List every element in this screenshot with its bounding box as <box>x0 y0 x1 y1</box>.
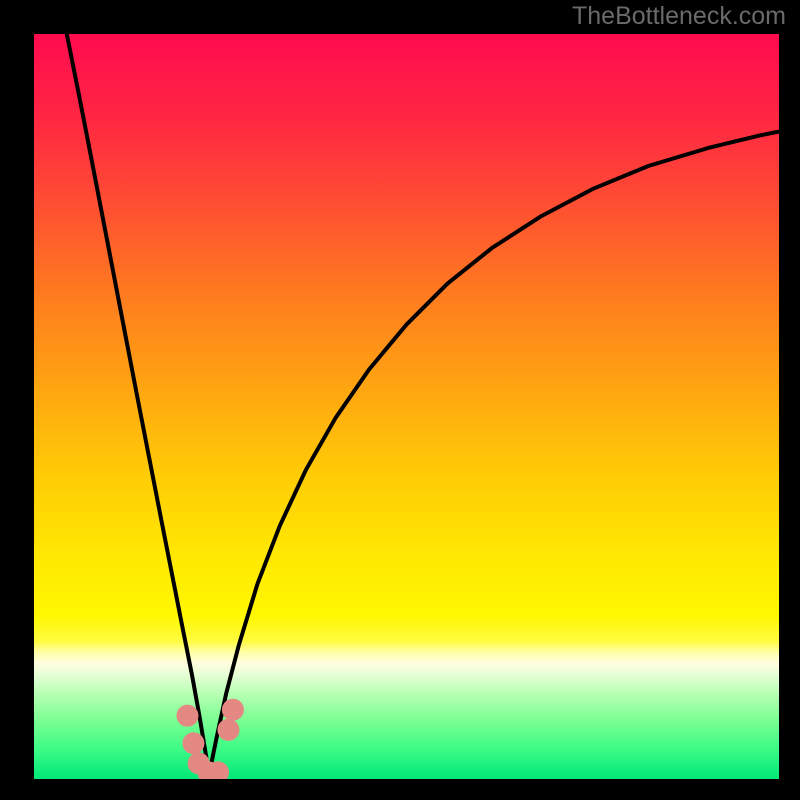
bottleneck-curve-right <box>209 132 779 775</box>
marker-dot <box>176 705 198 727</box>
outer-frame: TheBottleneck.com <box>0 0 800 800</box>
bottleneck-curve-left <box>67 34 209 775</box>
chart-plot-area <box>34 34 779 779</box>
marker-dot <box>222 699 244 721</box>
marker-dot <box>182 732 204 754</box>
chart-overlay-svg <box>34 34 779 779</box>
marker-dot <box>217 719 239 741</box>
watermark-text: TheBottleneck.com <box>572 2 786 31</box>
